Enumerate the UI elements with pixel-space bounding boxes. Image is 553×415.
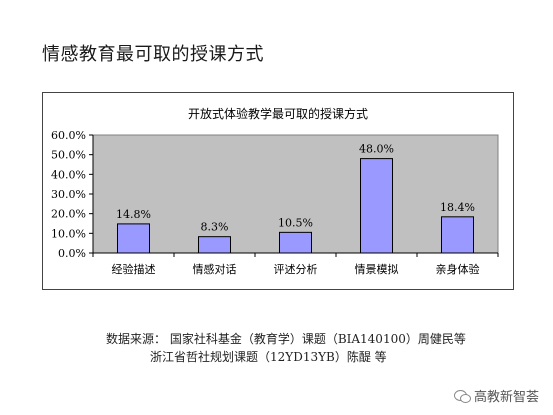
wechat-icon	[453, 389, 471, 403]
source-line-2: 浙江省哲社规划课题（12YD13YB）陈醍 等	[150, 350, 387, 364]
bar	[279, 231, 312, 254]
y-tick-label: 0.0%	[58, 247, 86, 260]
watermark: 高教新智荟	[453, 386, 539, 405]
source-note: 数据来源： 国家社科基金（教育学）课题（BIA140100）周健民等 浙江省哲社…	[106, 330, 466, 366]
x-tick-label: 经验描述	[112, 262, 156, 276]
bar-value-label: 10.5%	[278, 216, 313, 229]
chart-title: 开放式体验教学最可取的授课方式	[188, 106, 368, 121]
y-tick-label: 30.0%	[51, 188, 86, 201]
x-tick-label: 情景模拟	[355, 262, 399, 276]
bar	[441, 216, 474, 254]
bar	[360, 158, 393, 254]
source-line-1: 数据来源： 国家社科基金（教育学）课题（BIA140100）周健民等	[106, 332, 466, 346]
bar-chart: 开放式体验教学最可取的授课方式 0.0% 10.0% 20.0% 30.0% 40.0%…	[51, 106, 499, 276]
y-tick-label: 40.0%	[51, 168, 86, 181]
y-tick-label: 10.0%	[51, 227, 86, 240]
y-tick-label: 20.0%	[51, 208, 86, 221]
chart-frame: 开放式体验教学最可取的授课方式 0.0% 10.0% 20.0% 30.0% 40.0%…	[42, 92, 514, 290]
bar	[117, 223, 150, 254]
x-tick-label: 亲身体验	[436, 262, 480, 276]
y-tick-label: 60.0%	[51, 129, 86, 142]
bar	[198, 236, 231, 254]
bar-value-label: 48.0%	[359, 143, 394, 156]
bar-value-label: 8.3%	[201, 221, 229, 234]
x-tick-label: 评述分析	[274, 262, 318, 276]
page-title: 情感教育最可取的授课方式	[42, 44, 264, 65]
watermark-text: 高教新智荟	[473, 390, 539, 405]
bar-value-label: 14.8%	[116, 208, 151, 221]
x-tick-label: 情感对话	[193, 262, 237, 276]
y-tick-label: 50.0%	[51, 149, 86, 162]
bar-value-label: 18.4%	[440, 201, 475, 214]
